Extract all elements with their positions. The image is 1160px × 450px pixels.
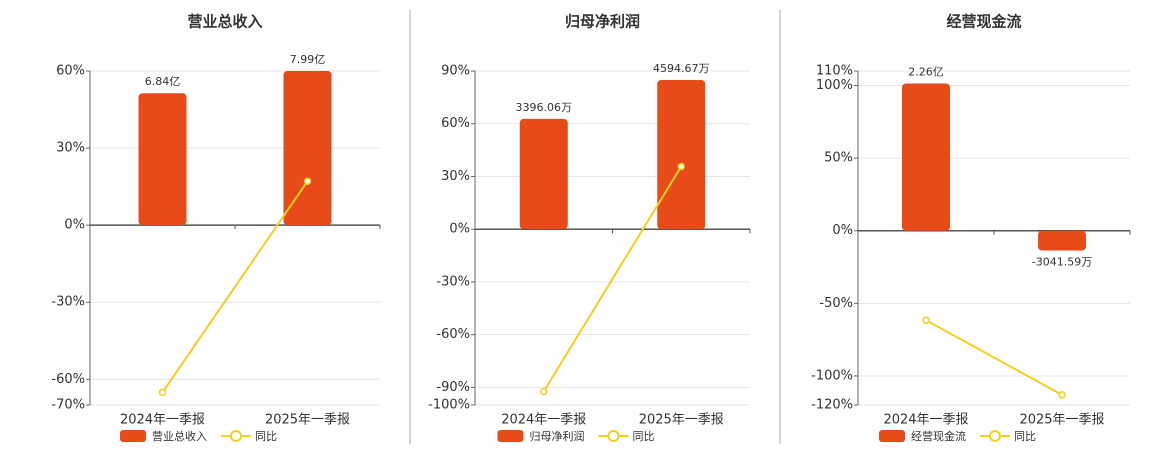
y-tick-label: -30% [436,274,470,289]
x-tick-label: 2025年一季报 [265,413,350,428]
y-tick-label: -30% [51,295,85,310]
bar [657,79,706,230]
y-tick-label: 60% [56,64,85,79]
bar [138,93,187,226]
legend-label: 同比 [633,430,655,443]
y-tick-label: 100% [816,78,853,93]
chart-title: 经营现金流 [946,13,1021,31]
x-tick-label: 2025年一季报 [1019,413,1104,428]
line-point [303,177,312,185]
x-tick-label: 2025年一季报 [639,413,724,428]
line-point [540,387,548,396]
legend-label: 同比 [1014,430,1036,443]
y-tick-label: -70% [51,398,85,413]
legend-swatch [607,430,620,442]
line-point [677,162,685,171]
y-tick-label: 110% [816,64,853,79]
y-tick-label: 0% [832,223,853,238]
x-tick-label: 2024年一季报 [501,413,586,428]
legend-label: 经营现金流 [911,429,966,443]
legend-swatch [120,430,146,442]
y-tick-label: 0% [64,218,85,233]
data-label: 6.84亿 [145,75,181,88]
line [925,319,1063,396]
y-tick-label: 60% [441,116,470,131]
line [161,180,309,393]
legend-swatch [879,430,905,442]
line-point [1058,391,1066,399]
y-tick-label: -90% [436,380,470,395]
legend-label: 同比 [255,430,277,443]
x-tick-label: 2024年一季报 [883,413,968,428]
y-tick-label: -120% [811,398,853,413]
chart-title: 归母净利润 [565,13,640,31]
y-tick-label: 30% [441,169,470,184]
legend-label: 归母净利润 [530,429,585,443]
data-label: 2.26亿 [908,66,944,79]
legend-swatch [989,430,1001,442]
y-tick-label: 50% [824,151,853,166]
bar [519,118,568,230]
legend-label: 营业总收入 [152,429,207,443]
line-point [158,388,167,397]
y-tick-label: -60% [51,372,85,387]
line-point [922,316,930,324]
data-label: -3041.59万 [1032,256,1092,269]
y-tick-label: -50% [819,296,853,311]
legend-swatch [230,430,242,442]
y-tick-label: -60% [436,327,470,342]
legend-swatch [497,430,524,442]
data-label: 7.99亿 [290,53,326,66]
bar [902,83,950,231]
y-tick-label: 0% [449,222,470,237]
data-label: 4594.67万 [653,62,710,75]
bar [283,71,332,226]
y-tick-label: -100% [811,368,853,383]
y-tick-label: 90% [441,64,470,79]
y-tick-label: 30% [56,141,85,156]
bar [1038,230,1086,251]
data-label: 3396.06万 [516,101,573,114]
y-tick-label: -100% [428,398,470,413]
chart-title: 营业总收入 [187,13,262,31]
line [542,165,683,392]
x-tick-label: 2024年一季报 [120,413,205,428]
